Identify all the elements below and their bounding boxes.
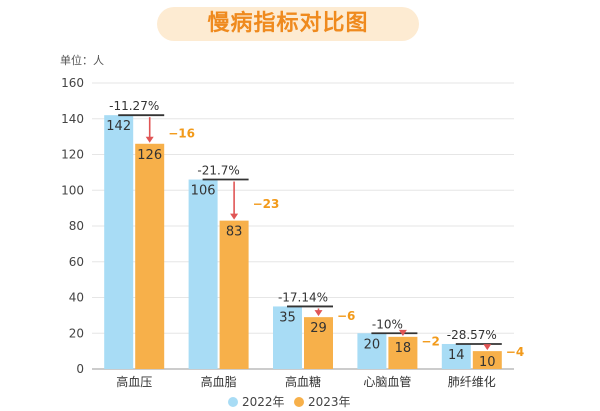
x-tick-label: 心脑血管 — [363, 374, 411, 389]
y-tick-label: 60 — [69, 255, 84, 269]
data-label-2022: 14 — [448, 348, 465, 363]
legend-label-2023: 2023年 — [308, 395, 351, 409]
decrease-arrow-head — [483, 344, 492, 351]
bar-2022 — [441, 343, 471, 369]
bar-chart: 0 20 40 60 80 100 120 140 160 142 126 -11.27% −16 高血压… — [61, 76, 524, 389]
data-label-2023: 10 — [479, 355, 496, 370]
legend-label-2022: 2022年 — [242, 395, 285, 409]
bar-2023 — [304, 317, 333, 369]
decrease-arrow-head — [230, 213, 239, 220]
y-tick-label: 40 — [69, 291, 84, 305]
data-label-2023: 18 — [395, 341, 412, 356]
abs-change-label: −2 — [421, 334, 439, 348]
decrease-arrow-head — [314, 310, 323, 317]
y-tick-label: 100 — [61, 183, 84, 197]
bar-2023 — [388, 336, 418, 369]
x-tick-label: 高血压 — [116, 374, 152, 389]
abs-change-label: −23 — [253, 197, 280, 211]
abs-change-label: −6 — [337, 309, 355, 323]
data-label-2023: 83 — [226, 225, 243, 240]
pct-change-label: -11.27% — [109, 99, 159, 113]
x-tick-label: 高血糖 — [285, 374, 321, 389]
pct-change-label: -10% — [372, 317, 403, 331]
pct-change-label: -21.7% — [197, 164, 239, 178]
bar-2023 — [135, 143, 165, 369]
decrease-arrow-head — [145, 136, 154, 143]
y-tick-label: 20 — [69, 326, 84, 340]
pct-change-label: -28.57% — [447, 328, 497, 342]
y-tick-label: 160 — [61, 76, 84, 90]
y-tick-label: 0 — [76, 362, 84, 376]
y-tick-label: 80 — [69, 219, 84, 233]
bar-2022 — [273, 306, 302, 369]
abs-change-label: −4 — [506, 345, 524, 359]
bar-2022 — [188, 179, 218, 369]
abs-change-label: −16 — [168, 126, 195, 140]
bar-2022 — [104, 115, 134, 369]
legend-swatch-2022 — [228, 397, 238, 407]
data-label-2022: 20 — [364, 337, 381, 352]
bar-2023 — [219, 220, 249, 369]
unit-label: 单位：人 — [60, 54, 104, 67]
data-label-2022: 142 — [106, 119, 131, 134]
y-tick-label: 120 — [61, 148, 84, 162]
legend-swatch-2023 — [294, 397, 304, 407]
data-label-2023: 29 — [310, 321, 327, 336]
bar-2022 — [357, 333, 387, 369]
pct-change-label: -17.14% — [278, 290, 328, 304]
chart-title: 慢病指标对比图 — [207, 11, 369, 36]
decrease-arrow-head — [398, 329, 407, 336]
chart-legend: 2022年 2023年 — [0, 395, 600, 409]
x-tick-label: 肺纤维化 — [448, 375, 496, 389]
data-label-2022: 35 — [279, 310, 296, 325]
x-tick-label: 高血脂 — [201, 374, 237, 389]
bar-2023 — [472, 351, 502, 369]
title-background — [157, 7, 419, 41]
y-tick-label: 140 — [61, 112, 84, 126]
data-label-2023: 126 — [137, 148, 162, 163]
data-label-2022: 106 — [191, 184, 216, 199]
